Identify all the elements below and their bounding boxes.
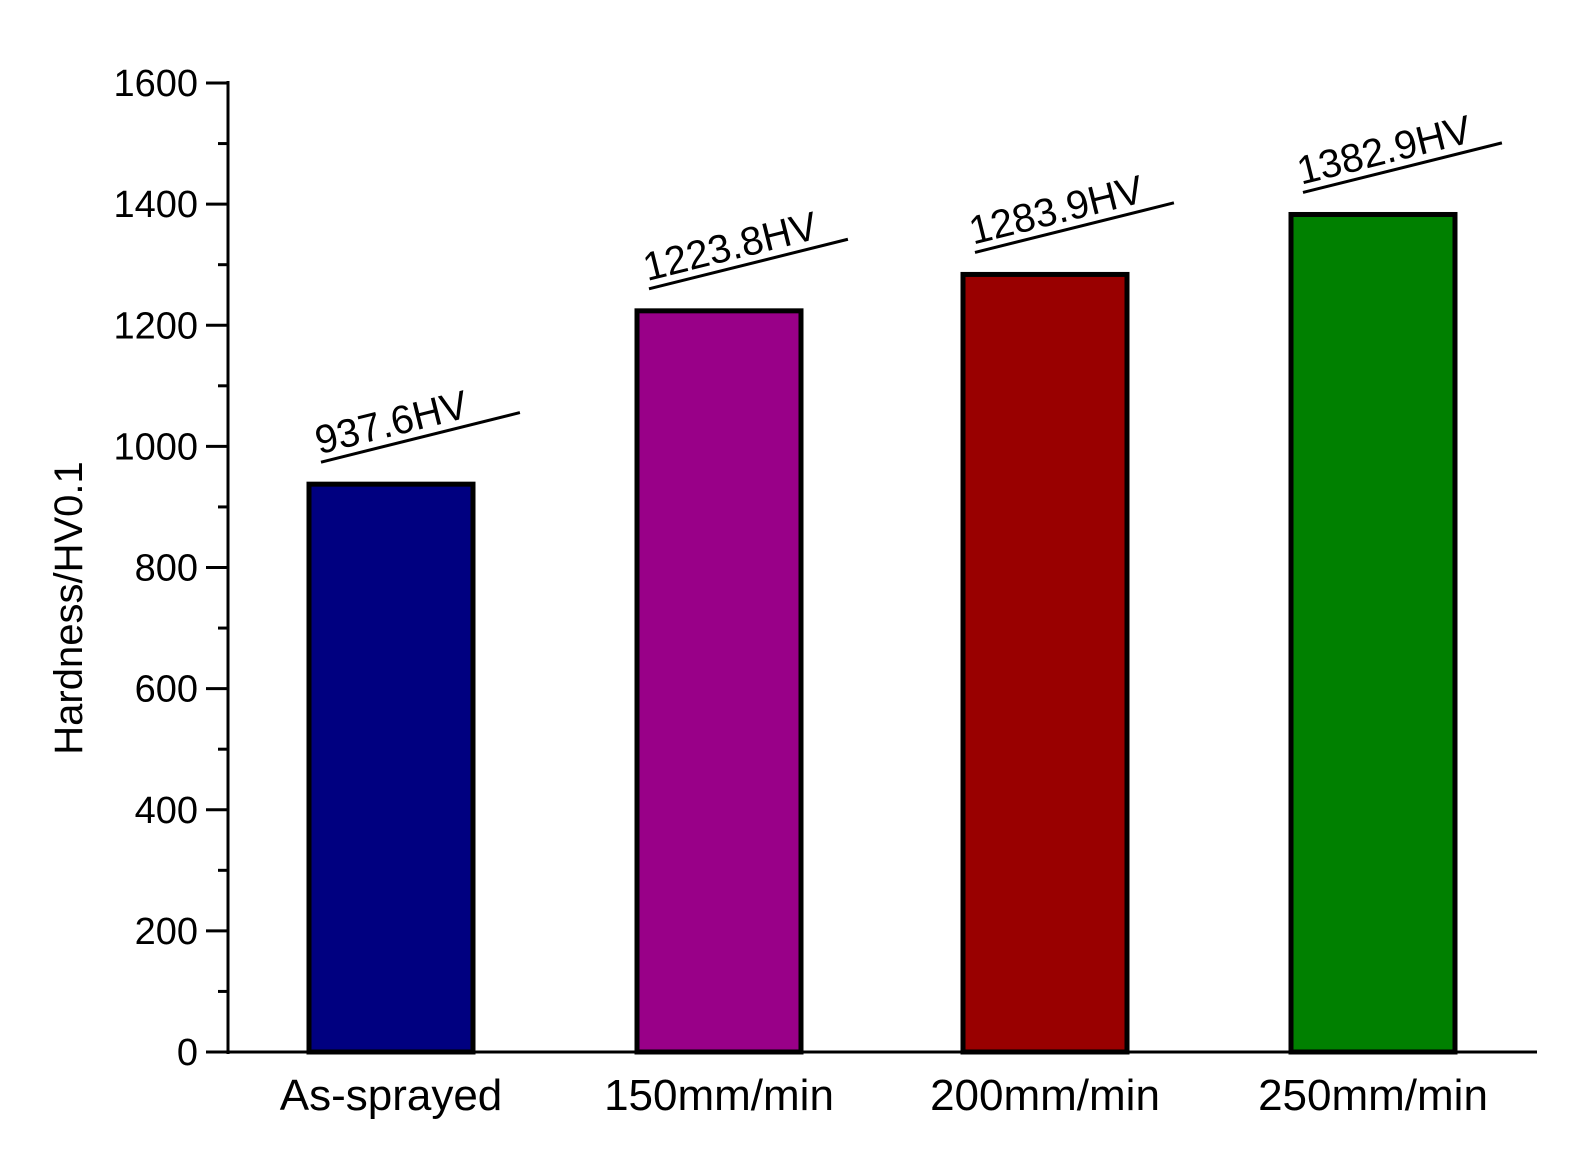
value-label: 937.6HV bbox=[311, 383, 521, 464]
value-underline bbox=[648, 237, 849, 291]
value-underline bbox=[320, 411, 521, 464]
svg-text:1382.9HV: 1382.9HV bbox=[1293, 108, 1477, 194]
y-tick-label: 200 bbox=[135, 911, 198, 953]
x-category-label: 200mm/min bbox=[930, 1071, 1160, 1120]
value-underline bbox=[1302, 141, 1503, 194]
svg-text:1223.8HV: 1223.8HV bbox=[639, 204, 823, 290]
value-underline bbox=[974, 201, 1175, 254]
x-category-label: 150mm/min bbox=[604, 1071, 834, 1120]
bar-250mm-min bbox=[1288, 211, 1458, 1055]
value-label: 1382.9HV bbox=[1293, 108, 1503, 194]
y-tick-label: 1400 bbox=[113, 184, 198, 226]
bar-as-sprayed bbox=[306, 481, 476, 1055]
x-category-label: 250mm/min bbox=[1258, 1071, 1488, 1120]
value-label: 1223.8HV bbox=[639, 204, 849, 291]
y-tick-label: 1200 bbox=[113, 305, 198, 347]
bar-200mm-min bbox=[960, 271, 1130, 1055]
y-tick-label: 400 bbox=[135, 790, 198, 832]
x-axis: As-sprayed 150mm/min 200mm/min 250mm/min bbox=[206, 1050, 1537, 1120]
svg-text:937.6HV: 937.6HV bbox=[311, 383, 473, 463]
y-tick-label: 800 bbox=[135, 548, 198, 590]
y-tick-label: 1600 bbox=[113, 63, 198, 105]
svg-text:1283.9HV: 1283.9HV bbox=[965, 168, 1149, 254]
value-label: 1283.9HV bbox=[965, 168, 1175, 254]
y-tick-label: 0 bbox=[177, 1032, 198, 1074]
x-category-label: As-sprayed bbox=[280, 1071, 503, 1120]
y-tick-label: 1000 bbox=[113, 426, 198, 468]
y-axis-label: Hardness/HV0.1 bbox=[47, 461, 91, 754]
bar-150mm-min bbox=[634, 308, 804, 1055]
bars bbox=[306, 211, 1458, 1055]
y-tick-label: 600 bbox=[135, 669, 198, 711]
y-axis: 0 200 400 600 800 1000 1200 1400 1600 bbox=[113, 63, 230, 1074]
